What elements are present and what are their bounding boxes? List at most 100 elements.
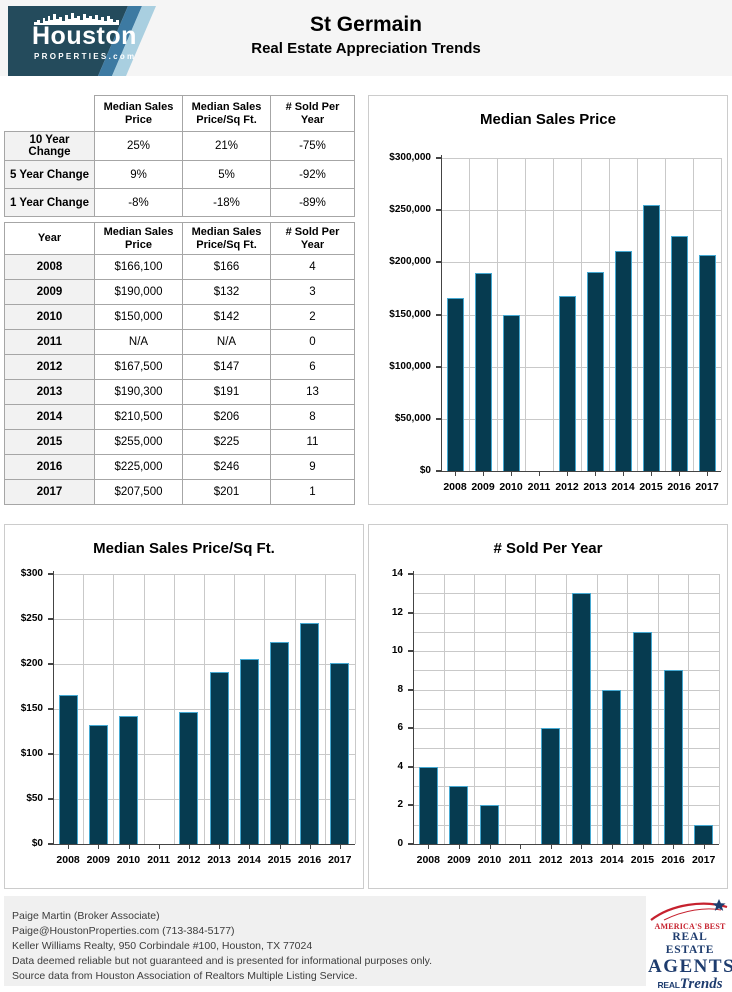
table-cell: $206: [182, 404, 271, 430]
houston-properties-logo: Houston PROPERTIES.com: [8, 6, 158, 76]
row-label: 1 Year Change: [4, 188, 95, 217]
y-axis-label: $50,000: [394, 412, 431, 424]
x-axis-label: 2011: [508, 854, 532, 866]
logo-wordmark: Houston: [32, 22, 137, 50]
summary-header-row: Median Sales Price Median Sales Price/Sq …: [5, 95, 355, 132]
x-axis-label: 2015: [267, 854, 292, 866]
y-axis-tick: [48, 573, 53, 575]
x-axis-tick: [673, 845, 675, 849]
y-axis-tick: [408, 843, 413, 845]
table-row: 2012 $167,500 $147 6: [4, 354, 355, 380]
table-row: 2015 $255,000 $225 11: [4, 429, 355, 455]
column-header: # Sold Per Year: [270, 222, 355, 255]
bar-2017: [330, 663, 350, 844]
x-axis-tick: [567, 472, 568, 476]
x-axis-tick: [483, 472, 484, 476]
bar-2015: [633, 631, 652, 844]
x-axis-labels: 2008 2009 2010 2011 2012 2013 2014 2015 2016 2017: [53, 854, 355, 866]
x-axis-tick: [219, 845, 221, 849]
x-axis-tick: [309, 845, 311, 849]
grid-line-vertical: [553, 158, 554, 471]
grid-line-vertical: [609, 158, 610, 471]
y-axis-line: [53, 571, 54, 844]
grid-line-vertical: [566, 574, 567, 844]
x-axis-label: 2016: [297, 854, 322, 866]
bar-2012: [541, 728, 561, 844]
table-cell: $210,500: [94, 404, 183, 430]
table-cell: $150,000: [94, 304, 183, 330]
y-axis-label: 2: [397, 799, 403, 811]
x-axis-label: 2013: [583, 481, 607, 493]
bar-2009: [88, 725, 108, 844]
table-cell: $166: [182, 254, 271, 280]
badge-line-agents: AGENTS: [648, 956, 732, 977]
table-row: 5 Year Change 9% 5% -92%: [4, 160, 355, 189]
y-axis-tick: [436, 470, 441, 472]
x-axis-label: 2015: [639, 481, 663, 493]
y-axis-label: $200: [20, 658, 43, 669]
y-axis-tick: [48, 843, 53, 845]
x-axis-label: 2014: [600, 854, 624, 866]
grid-line-vertical: [443, 574, 445, 844]
row-label: 2017: [4, 479, 95, 505]
x-axis-label: 2011: [527, 481, 551, 493]
footer-line: Keller Williams Realty, 950 Corbindale #…: [12, 940, 313, 952]
grid-line-vertical: [693, 158, 694, 471]
x-axis-tick: [489, 845, 491, 849]
table-row: 2013 $190,300 $191 13: [4, 379, 355, 405]
grid-line-vertical: [657, 574, 659, 844]
y-axis-tick: [436, 417, 441, 420]
y-axis-label: $200,000: [389, 256, 431, 268]
table-cell: 8: [270, 404, 355, 430]
footer-line: Paige Martin (Broker Associate): [12, 910, 160, 922]
x-axis-label: 2010: [116, 854, 141, 866]
y-axis-label: $150,000: [389, 308, 431, 320]
bar-2012: [179, 711, 199, 844]
table-cell: 1: [270, 479, 355, 505]
bar-2016: [663, 670, 683, 844]
table-row: 2010 $150,000 $142 2: [4, 304, 355, 330]
x-axis-tick: [279, 845, 281, 849]
y-axis-label: $250,000: [389, 204, 431, 216]
bar-2016: [300, 622, 320, 844]
x-axis-label: 2009: [447, 854, 471, 866]
americas-best-agents-badge: AMERICA'S BEST REAL ESTATE AGENTS REALTr…: [648, 898, 732, 992]
chart-median-price-per-sqft: Median Sales Price/Sq Ft. $0 $50 $100 $150 $…: [4, 524, 364, 889]
table-row: 2008 $166,100 $166 4: [4, 254, 355, 280]
x-axis-line: [413, 844, 719, 845]
row-label: 2014: [4, 404, 95, 430]
x-axis-label: 2015: [630, 854, 655, 866]
column-header: Year: [4, 222, 95, 255]
grid-line-vertical: [637, 158, 638, 471]
y-axis-line: [441, 155, 442, 471]
plot-area: 0 2 4 6 8 10 12 14: [392, 568, 720, 849]
y-axis-label: 10: [391, 645, 403, 657]
x-axis-tick: [642, 845, 644, 849]
bar-2016: [670, 236, 688, 471]
y-axis-tick: [48, 798, 53, 800]
badge-realtrends-real: REAL: [657, 980, 680, 990]
bar-2009: [449, 786, 469, 844]
x-axis-tick: [68, 845, 70, 849]
x-axis-tick: [595, 472, 596, 476]
table-cell: -18%: [182, 188, 271, 217]
grid-line-vertical: [525, 158, 526, 471]
table-cell: 3: [270, 279, 355, 305]
y-axis-label: 0: [397, 838, 403, 849]
x-axis-line: [53, 844, 355, 845]
table-cell: 11: [270, 429, 355, 455]
badge-line-realtrends: REALTrends: [648, 976, 732, 992]
x-axis-tick: [158, 845, 160, 849]
y-axis-label: $100,000: [389, 360, 431, 372]
table-cell: -89%: [270, 188, 355, 217]
x-axis-label: 2014: [611, 481, 635, 493]
bar-2010: [502, 314, 520, 471]
x-axis-tick: [679, 472, 680, 476]
badge-realtrends-trends: Trends: [679, 976, 723, 992]
plot-area: $0 $50 $100 $150 $200 $250 $300: [21, 568, 356, 849]
header-band: Houston PROPERTIES.com St Germain Real E…: [0, 0, 732, 76]
x-axis-tick: [339, 845, 341, 849]
row-label: 2015: [4, 429, 95, 455]
page-title: St Germain: [309, 13, 423, 36]
